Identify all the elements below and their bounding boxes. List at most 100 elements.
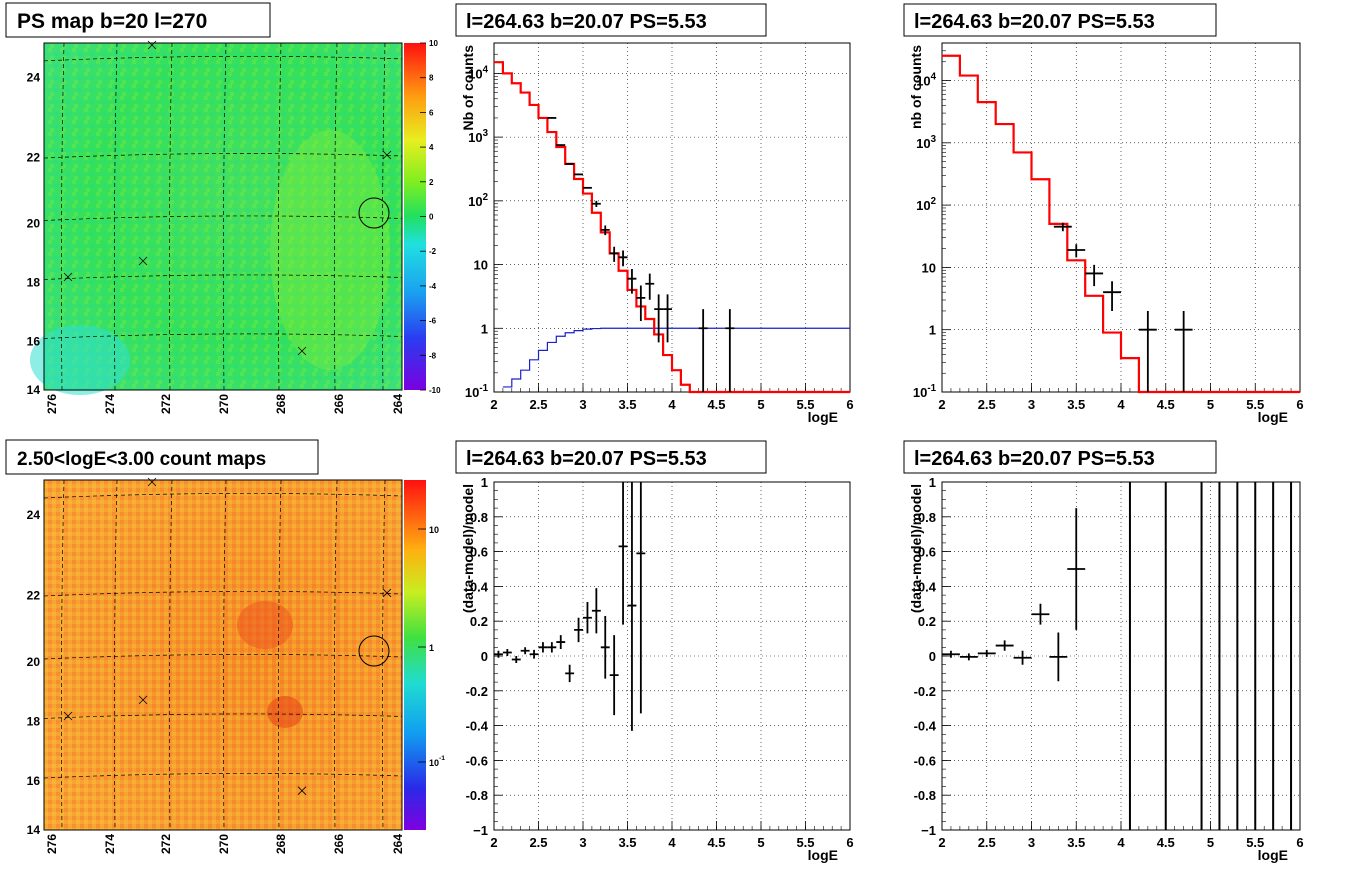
ps-x-tick-label: 276 xyxy=(45,394,59,414)
residual_1-data-point xyxy=(502,649,512,656)
count-map-coord-grid xyxy=(43,479,403,831)
residual_1-x-tick-label: 2 xyxy=(490,835,497,850)
spectrum_2-model-line xyxy=(942,54,1300,394)
cnt-meridian-6 xyxy=(381,479,386,831)
count-colorbar-tick-label: 10 xyxy=(429,525,439,535)
residual_1-y-tick-label: 0.2 xyxy=(470,614,488,629)
cnt-parallel-0 xyxy=(43,493,403,499)
spectrum_2-x-tick-label: 2 xyxy=(938,397,945,412)
residual_1-data-point xyxy=(547,642,557,653)
ps-colorbar-tick-label: -6 xyxy=(429,317,437,326)
ps-y-tick-label: 20 xyxy=(27,216,41,230)
spectrum_2-y-tick-label: 10-1 xyxy=(913,383,937,400)
ps-colorbar-ticks: 10 8 6 4 2 0 -2 -4 -6 -8 -10 xyxy=(420,39,441,395)
spectrum_1-x-tick-label: 3 xyxy=(579,397,586,412)
spectrum_2-title: l=264.63 b=20.07 PS=5.53 xyxy=(914,11,1155,33)
spectrum_1-x-tick-label: 3.5 xyxy=(618,397,636,412)
cnt-cross-marker-3 xyxy=(63,711,73,721)
spectrum_2-y-tick-label: 1 xyxy=(929,323,936,338)
ps-meridian-4 xyxy=(277,42,282,391)
cnt-x-tick-label: 270 xyxy=(217,834,231,854)
spectrum_1-x-tick-label: 2 xyxy=(490,397,497,412)
residual_2-data-point xyxy=(1067,508,1086,630)
spectrum_2-data-point xyxy=(1067,244,1086,258)
residual_2-x-tick-label: 5.5 xyxy=(1246,835,1264,850)
cnt-meridian-1 xyxy=(113,479,118,831)
cnt-cross-marker-4 xyxy=(297,786,307,795)
count-map-target-circle xyxy=(358,635,390,667)
ps-parallel-0 xyxy=(43,55,403,62)
residual_2-x-tick-label: 4 xyxy=(1117,835,1125,850)
ps-colorbar-tick-label: 10 xyxy=(429,39,438,48)
residual_2-x-tick-label: 3 xyxy=(1028,835,1035,850)
residual_2-x-tick-label: 5 xyxy=(1207,835,1214,850)
spectrum_1-x-axis-label: logE xyxy=(808,409,838,425)
residual_2-data-point xyxy=(1031,603,1050,625)
spectrum_1-background-model-line xyxy=(502,327,850,388)
residual_2-x-tick-label: 6 xyxy=(1296,835,1303,850)
ps-map-target-circle xyxy=(358,197,390,229)
residual_1-data-point xyxy=(520,647,530,655)
residual_1-x-axis-label: logE xyxy=(808,847,838,863)
ps-x-tick-label: 274 xyxy=(103,394,117,414)
residual_1-y-tick-label: -0.6 xyxy=(466,753,488,768)
ps-y-tick-label: 22 xyxy=(27,151,41,165)
ps-colorbar-tick-label: 4 xyxy=(429,143,434,152)
spectrum_2-x-tick-label: 6 xyxy=(1296,397,1303,412)
count-map-axes: 24 22 20 18 16 14 276 274 272 270 268 266 264 xyxy=(27,508,405,854)
spectrum_1-y-tick-label: 104 xyxy=(468,64,488,81)
residual_1-y-tick-label: 1 xyxy=(481,475,488,490)
spectrum_1-x-tick-label: 6 xyxy=(846,397,853,412)
ps-meridian-5 xyxy=(333,42,338,391)
spectrum_2-y-axis-label: nb of counts xyxy=(908,45,924,129)
spectrum_1-y-axis-label: Nb of counts xyxy=(460,45,476,131)
spectrum_2-title-box xyxy=(903,3,1217,37)
ps-parallel-1 xyxy=(43,153,403,159)
residual_1-x-tick-label: 4.5 xyxy=(707,835,725,850)
spectrum_1-x-tick-label: 4 xyxy=(668,397,676,412)
residual_1-data-point xyxy=(600,615,610,679)
spectrum_2-y-tick-label: 102 xyxy=(916,196,936,213)
residual_1-data-point xyxy=(574,617,583,643)
count-colorbar-tick-label: 10-1 xyxy=(429,755,445,768)
ps-y-tick-label: 14 xyxy=(27,383,41,397)
ps-meridian-3 xyxy=(222,42,227,391)
cnt-x-tick-label: 274 xyxy=(103,834,117,854)
cnt-meridian-2 xyxy=(168,479,173,831)
spectrum_2-data-point xyxy=(1138,310,1157,392)
spectrum_1-x-tick-label: 5.5 xyxy=(796,397,814,412)
residual_2-chart: l=264.63 b=20.07 PS=5.53 2 2.5 3 3.5 4 4.5 5 5.5… xyxy=(903,440,1304,863)
residual_2-y-tick-label: 1 xyxy=(929,475,936,490)
cnt-y-tick-label: 20 xyxy=(27,655,41,669)
cnt-meridian-4 xyxy=(277,479,282,831)
residual_1-y-tick-label: 0.8 xyxy=(470,510,488,525)
spectrum_2-chart: l=264.63 b=20.07 PS=5.53 2 2.5 3 3.5 4 4.5 5 5.5… xyxy=(903,3,1304,425)
residual_1-data-point xyxy=(538,642,548,653)
count-map-panel: 2.50<logE<3.00 count maps 10 1 10-1 24 22 20… xyxy=(5,439,445,854)
spectrum_1-data-point xyxy=(600,225,610,236)
count-map-frame xyxy=(43,479,403,831)
residual_1-x-tick-label: 5 xyxy=(757,835,764,850)
cnt-y-tick-label: 14 xyxy=(27,823,41,837)
residual_1-y-tick-label: 0.4 xyxy=(470,579,489,594)
count-map-hotspot-c xyxy=(237,601,293,649)
ps-colorbar-tick-label: 8 xyxy=(429,74,434,83)
residual_1-chart: l=264.63 b=20.07 PS=5.53 2 2.5 3 3.5 4 4.5 5 5.5… xyxy=(455,440,854,863)
spectrum_2-x-tick-label: 4 xyxy=(1117,397,1125,412)
spectrum_2-x-tick-label: 4.5 xyxy=(1157,397,1175,412)
ps-x-tick-label: 272 xyxy=(159,394,173,414)
residual_2-x-tick-label: 2.5 xyxy=(978,835,996,850)
ps-y-tick-label: 16 xyxy=(27,334,41,348)
cnt-y-tick-label: 24 xyxy=(27,508,41,522)
cnt-x-tick-label: 264 xyxy=(391,834,405,854)
residual_1-data-point xyxy=(609,635,619,716)
cnt-y-tick-label: 16 xyxy=(27,774,41,788)
ps-cross-marker-0 xyxy=(147,40,157,50)
cnt-parallel-1 xyxy=(43,591,403,597)
residual_1-data-point xyxy=(618,482,628,625)
residual_2-y-tick-label: 0.4 xyxy=(918,579,937,594)
ps-map-source-labels xyxy=(63,40,392,356)
spectrum_1-chart: l=264.63 b=20.07 PS=5.53 2 2.5 3 3.5 4 4.5 5 5.5… xyxy=(455,3,854,425)
